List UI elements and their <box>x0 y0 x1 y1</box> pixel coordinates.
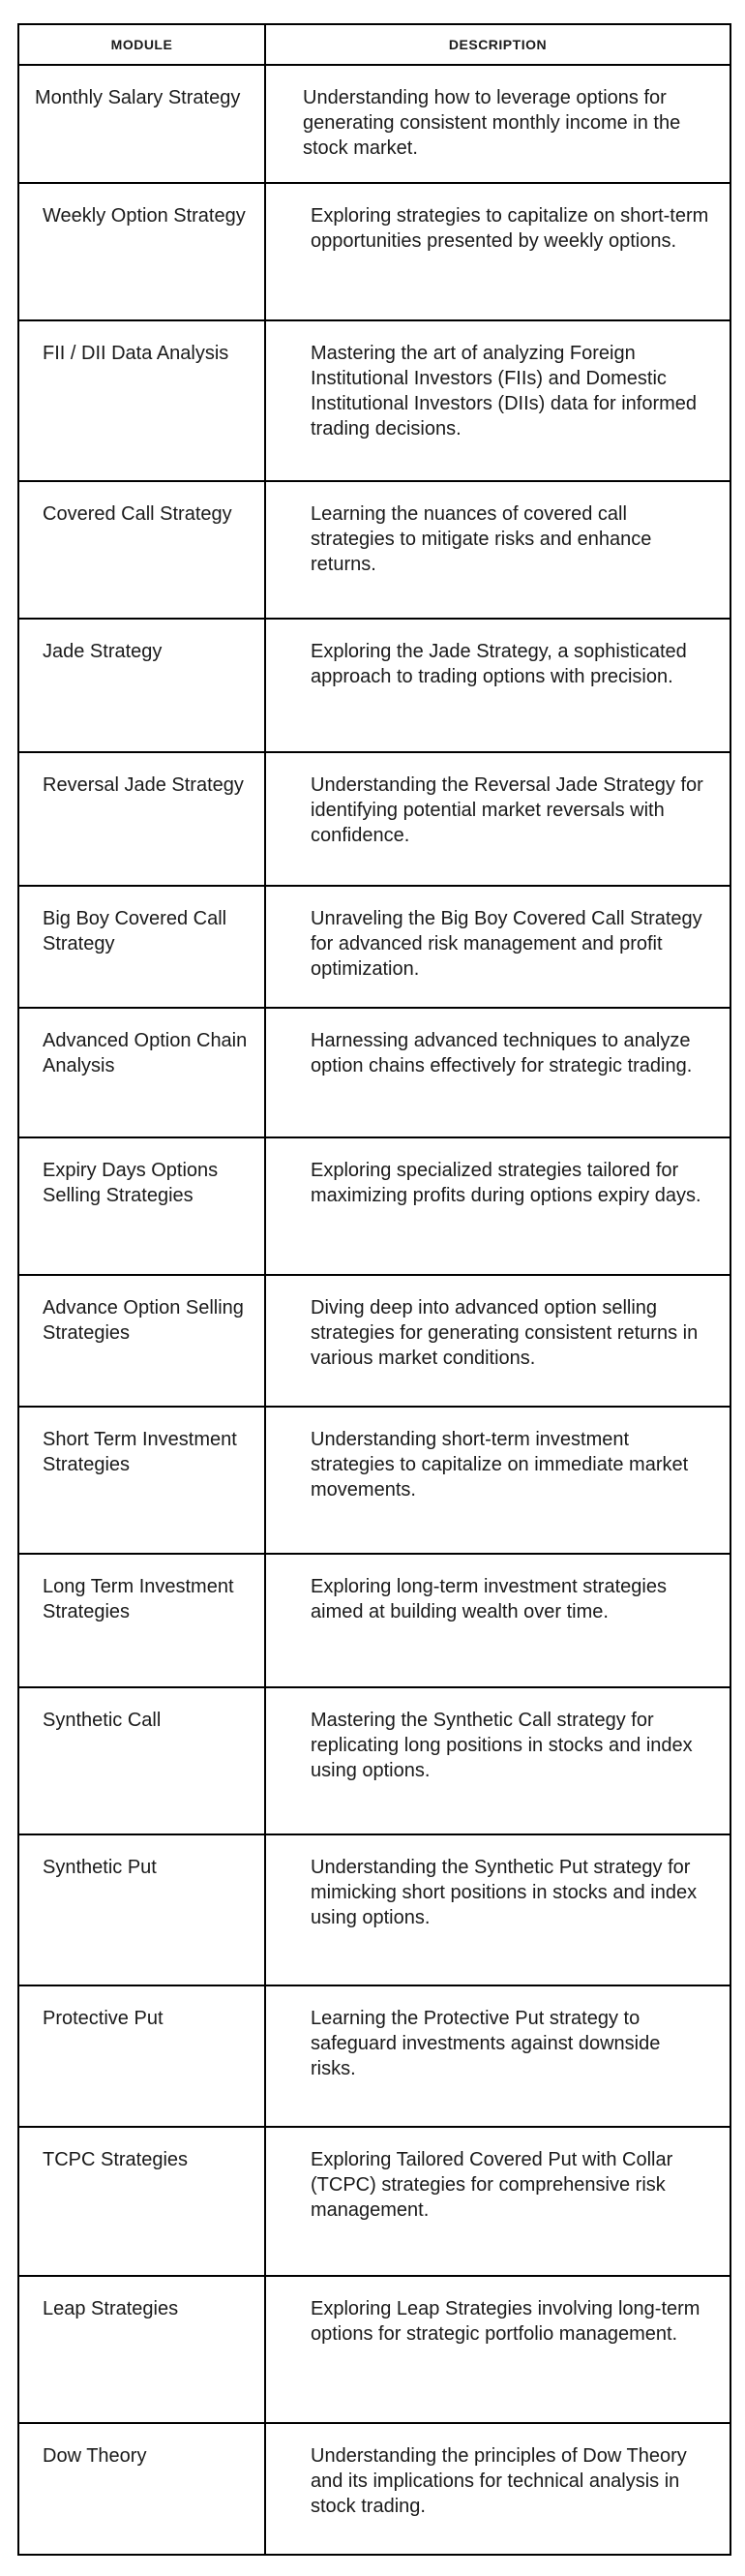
description-cell: Understanding short-term investment stra… <box>264 1406 731 1555</box>
module-cell: Monthly Salary Strategy <box>17 64 266 184</box>
description-cell: Learning the nuances of covered call str… <box>264 480 731 620</box>
module-cell: TCPC Strategies <box>17 2126 266 2277</box>
table-row: Synthetic Call Mastering the Synthetic C… <box>17 1686 731 1835</box>
description-cell: Unraveling the Big Boy Covered Call Stra… <box>264 885 731 1009</box>
module-cell: Jade Strategy <box>17 618 266 753</box>
module-cell: Advance Option Selling Strategies <box>17 1274 266 1408</box>
table-row: FII / DII Data Analysis Mastering the ar… <box>17 319 731 482</box>
table-row: Expiry Days Options Selling Strategies E… <box>17 1136 731 1276</box>
table-row: Synthetic Put Understanding the Syntheti… <box>17 1834 731 1986</box>
description-cell: Understanding the principles of Dow Theo… <box>264 2422 731 2556</box>
table-row: Leap Strategies Exploring Leap Strategie… <box>17 2275 731 2424</box>
description-cell: Learning the Protective Put strategy to … <box>264 1985 731 2128</box>
table-row: Advanced Option Chain Analysis Harnessin… <box>17 1007 731 1138</box>
table-row: Covered Call Strategy Learning the nuanc… <box>17 480 731 620</box>
module-cell: Expiry Days Options Selling Strategies <box>17 1136 266 1276</box>
module-cell: Dow Theory <box>17 2422 266 2556</box>
table-row: Jade Strategy Exploring the Jade Strateg… <box>17 618 731 753</box>
module-cell: Weekly Option Strategy <box>17 182 266 321</box>
description-cell: Mastering the Synthetic Call strategy fo… <box>264 1686 731 1835</box>
table-row: Dow Theory Understanding the principles … <box>17 2422 731 2556</box>
description-cell: Understanding the Reversal Jade Strategy… <box>264 751 731 887</box>
module-cell: Synthetic Put <box>17 1834 266 1986</box>
table-row: Monthly Salary Strategy Understanding ho… <box>17 64 731 184</box>
description-cell: Understanding the Synthetic Put strategy… <box>264 1834 731 1986</box>
description-cell: Exploring Leap Strategies involving long… <box>264 2275 731 2424</box>
description-cell: Exploring long-term investment strategie… <box>264 1553 731 1688</box>
module-cell: Long Term Investment Strategies <box>17 1553 266 1688</box>
description-cell: Exploring the Jade Strategy, a sophistic… <box>264 618 731 753</box>
description-cell: Exploring strategies to capitalize on sh… <box>264 182 731 321</box>
description-cell: Understanding how to leverage options fo… <box>264 64 731 184</box>
module-cell: Synthetic Call <box>17 1686 266 1835</box>
module-cell: Leap Strategies <box>17 2275 266 2424</box>
module-cell: Protective Put <box>17 1985 266 2128</box>
table-row: Long Term Investment Strategies Explorin… <box>17 1553 731 1688</box>
table-row: TCPC Strategies Exploring Tailored Cover… <box>17 2126 731 2277</box>
description-cell: Exploring Tailored Covered Put with Coll… <box>264 2126 731 2277</box>
module-cell: Big Boy Covered Call Strategy <box>17 885 266 1009</box>
module-cell: Reversal Jade Strategy <box>17 751 266 887</box>
table-row: Big Boy Covered Call Strategy Unraveling… <box>17 885 731 1009</box>
header-row: MODULE DESCRIPTION <box>17 23 731 66</box>
module-cell: Covered Call Strategy <box>17 480 266 620</box>
table-row: Weekly Option Strategy Exploring strateg… <box>17 182 731 321</box>
table-row: Reversal Jade Strategy Understanding the… <box>17 751 731 887</box>
module-column-header: MODULE <box>17 23 266 66</box>
description-cell: Diving deep into advanced option selling… <box>264 1274 731 1408</box>
description-column-header: DESCRIPTION <box>264 23 731 66</box>
description-cell: Mastering the art of analyzing Foreign I… <box>264 319 731 482</box>
table-row: Protective Put Learning the Protective P… <box>17 1985 731 2128</box>
module-cell: FII / DII Data Analysis <box>17 319 266 482</box>
description-cell: Harnessing advanced techniques to analyz… <box>264 1007 731 1138</box>
modules-table: MODULE DESCRIPTION Monthly Salary Strate… <box>17 23 731 2556</box>
table-row: Short Term Investment Strategies Underst… <box>17 1406 731 1555</box>
description-cell: Exploring specialized strategies tailore… <box>264 1136 731 1276</box>
module-cell: Short Term Investment Strategies <box>17 1406 266 1555</box>
table-row: Advance Option Selling Strategies Diving… <box>17 1274 731 1408</box>
module-cell: Advanced Option Chain Analysis <box>17 1007 266 1138</box>
